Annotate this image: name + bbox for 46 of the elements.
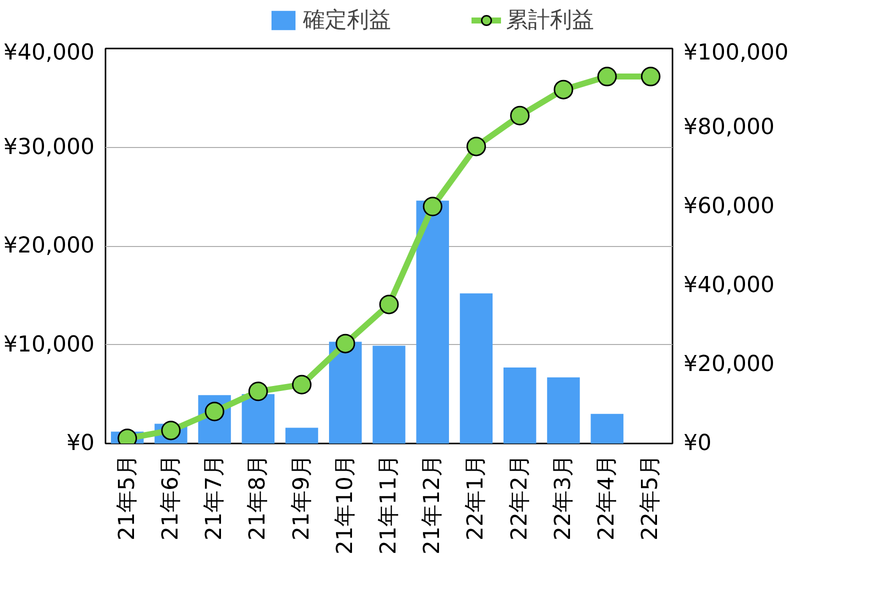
y2-tick-label: ¥60,000 [684, 194, 774, 219]
x-tick-label: 22年5月 [638, 454, 664, 540]
y2-tick-label: ¥20,000 [684, 352, 774, 377]
y-tick-label: ¥0 [66, 431, 95, 456]
bar [590, 414, 624, 444]
y-tick-label: ¥30,000 [4, 134, 95, 160]
y-tick-label: ¥10,000 [4, 332, 95, 358]
bar [503, 367, 536, 444]
point [292, 374, 312, 394]
point [379, 294, 399, 314]
bar [329, 342, 362, 444]
point [336, 334, 356, 354]
y-tick-label: ¥20,000 [4, 234, 95, 258]
x-tick-label: 21年7月 [202, 454, 228, 540]
x-tick-label: 21年8月 [246, 454, 271, 540]
x-tick-label: 21年11月 [376, 454, 402, 554]
y2-tick-label: ¥40,000 [684, 273, 774, 298]
x-tick-label: 22年4月 [594, 454, 620, 540]
point [510, 106, 530, 126]
point [640, 66, 660, 86]
point [161, 420, 181, 440]
legend-label: 累計利益 [506, 7, 594, 35]
bar [416, 200, 449, 444]
point [422, 196, 442, 216]
y2-tick-label: ¥0 [684, 431, 712, 456]
y-tick-label: ¥40,000 [4, 40, 95, 66]
legend-label: 確定利益 [303, 7, 391, 35]
x-tick-label: 22年1月 [464, 454, 489, 540]
bar [460, 293, 493, 444]
bar [372, 346, 406, 444]
point [597, 66, 617, 86]
point [554, 80, 574, 100]
x-tick-label: 22年2月 [507, 454, 532, 540]
x-tick-label: 21年5月 [114, 454, 140, 540]
y2-tick-label: ¥80,000 [684, 115, 774, 140]
point [248, 382, 268, 402]
x-tick-label: 21年10月 [332, 454, 358, 554]
x-tick-label: 21年6月 [158, 454, 184, 540]
x-tick-label: 21年12月 [420, 454, 446, 554]
x-tick-label: 22年3月 [550, 454, 576, 540]
y2-tick-label: ¥100,000 [684, 40, 788, 66]
bar [547, 377, 580, 444]
bar [285, 428, 318, 444]
bar [242, 394, 275, 444]
x-tick-label: 21年9月 [289, 454, 314, 540]
point [466, 136, 486, 156]
